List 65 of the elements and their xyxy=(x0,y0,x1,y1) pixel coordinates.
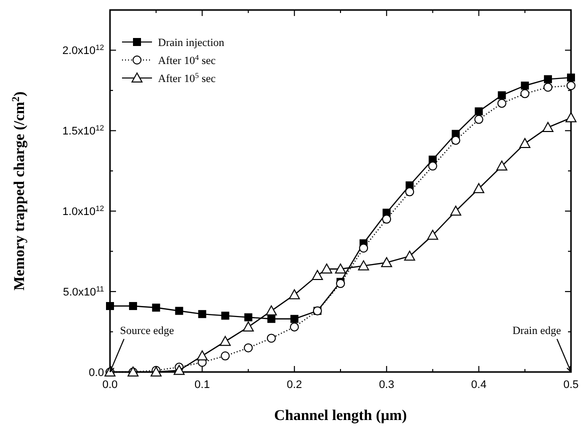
legend-label: Drain injection xyxy=(158,37,225,49)
y-tick-label: 2.0x10$^{12}$ xyxy=(62,42,104,58)
point xyxy=(312,270,323,280)
x-tick-label: 0.3 xyxy=(378,379,394,391)
point xyxy=(542,122,554,132)
point xyxy=(106,302,114,310)
point xyxy=(242,321,254,332)
point xyxy=(520,82,529,90)
point xyxy=(174,364,185,375)
point xyxy=(359,244,368,253)
point xyxy=(220,336,231,346)
point xyxy=(220,351,230,360)
y-tick-label: 1.0x10$^{12}$ xyxy=(62,204,104,218)
point xyxy=(321,264,332,274)
point xyxy=(196,350,208,360)
point xyxy=(266,334,276,343)
point xyxy=(405,187,414,196)
point xyxy=(288,289,300,300)
point xyxy=(198,310,206,318)
x-tick-label: 0.1 xyxy=(194,379,210,391)
point xyxy=(567,74,575,82)
point xyxy=(474,114,484,124)
point xyxy=(520,89,530,98)
annotation: Drain edge xyxy=(512,325,562,337)
y-tick-label: 1.5x10$^{12}$ xyxy=(62,123,104,138)
point xyxy=(543,82,552,92)
point xyxy=(175,306,184,315)
point xyxy=(244,313,252,322)
point xyxy=(566,81,576,90)
point xyxy=(221,312,230,320)
point xyxy=(451,136,460,145)
point xyxy=(496,160,508,171)
point xyxy=(427,230,438,240)
point xyxy=(290,322,299,332)
point xyxy=(266,305,277,316)
x-tick-label: 0.0 xyxy=(102,379,118,391)
point xyxy=(497,98,506,108)
x-tick-label: 0.2 xyxy=(286,379,302,391)
y-tick-label: 5.0x10$^{11}$ xyxy=(62,284,104,299)
legend-label: After 10$^{5}$ sec xyxy=(158,70,216,85)
legend-label: After 10$^{4}$ sec xyxy=(158,52,216,67)
point xyxy=(129,302,138,310)
point xyxy=(428,162,438,171)
y-tick-label: 0.0 xyxy=(88,367,104,379)
point xyxy=(290,314,298,323)
point xyxy=(382,214,392,224)
point xyxy=(381,257,392,268)
point xyxy=(152,304,160,312)
point xyxy=(404,250,416,261)
point xyxy=(358,260,370,270)
x-tick-label: 0.4 xyxy=(471,379,486,391)
x-tick-label: 0.5 xyxy=(563,379,579,391)
point xyxy=(519,138,530,148)
point xyxy=(566,112,576,122)
point xyxy=(450,206,462,216)
point xyxy=(473,183,484,194)
point xyxy=(267,314,276,323)
annotation: Source edge xyxy=(120,325,174,337)
point xyxy=(335,264,346,274)
point xyxy=(244,343,253,352)
point xyxy=(544,75,552,84)
point xyxy=(336,279,345,288)
point xyxy=(474,107,483,116)
x-axis-title: Channel length (μm) xyxy=(274,408,407,424)
point xyxy=(498,91,506,100)
